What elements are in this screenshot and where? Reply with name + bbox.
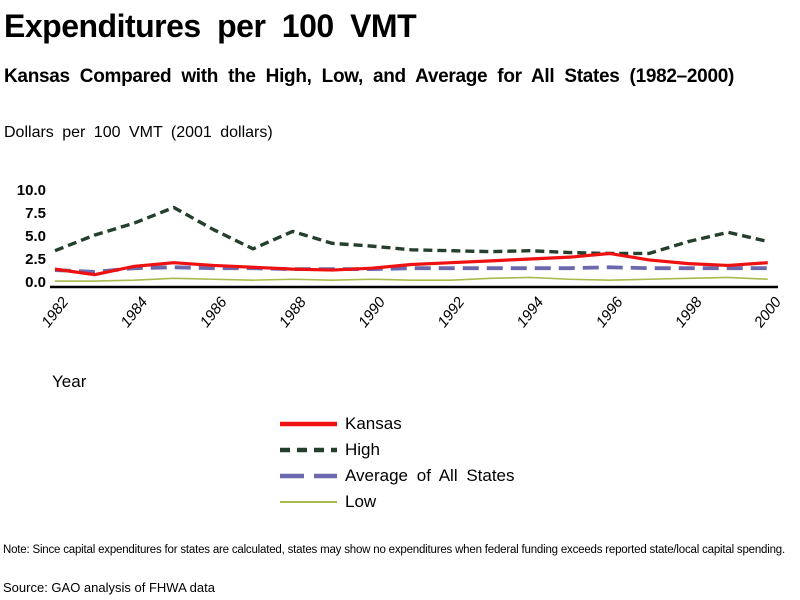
average-line-swatch (280, 473, 337, 479)
legend-item-average: Average of All States (280, 463, 515, 489)
legend-label-high: High (345, 440, 380, 459)
series-line-kansas (54, 251, 768, 277)
chart-title: Expenditures per 100 VMT (4, 8, 417, 44)
x-tick-label: 1994 (513, 294, 547, 331)
series-line-low (55, 276, 768, 282)
x-tick-label: 2000 (750, 293, 785, 331)
x-tick-label: 1986 (197, 293, 231, 330)
line-chart: 0.0 2.5 5.0 7.5 10.0 1982 1984 1986 1988 1990 1992… (17, 182, 786, 332)
y-tick-label: 10.0 (17, 182, 46, 199)
x-tick-label: 1984 (117, 294, 151, 331)
low-line-swatch (280, 501, 337, 503)
series-line-high (54, 205, 769, 256)
source-text: Source: GAO analysis of FHWA data (3, 580, 215, 595)
kansas-line-swatch (280, 421, 337, 427)
legend-label-kansas: Kansas (345, 414, 402, 433)
high-line-swatch (280, 447, 337, 453)
note-text: Note: Since capital expenditures for sta… (3, 544, 785, 556)
x-tick-label: 1998 (672, 293, 706, 330)
legend-item-high: High (280, 437, 515, 463)
y-tick-label: 7.5 (25, 205, 46, 222)
chart-legend: Kansas High Average of All States Low (280, 411, 515, 515)
x-tick-label: 1996 (593, 293, 627, 330)
legend-label-average: Average of All States (345, 466, 515, 485)
y-tick-label: 2.5 (25, 251, 46, 268)
chart-subtitle: Kansas Compared with the High, Low, and … (4, 66, 735, 87)
legend-item-low: Low (280, 489, 515, 515)
series-line-average-of-all-states (54, 265, 768, 274)
x-tick-label: 1990 (355, 293, 389, 330)
x-axis-title: Year (52, 372, 87, 391)
y-tick-label: 0.0 (25, 274, 46, 291)
y-tick-label: 5.0 (25, 228, 46, 245)
legend-label-low: Low (345, 492, 377, 511)
y-axis-title: Dollars per 100 VMT (2001 dollars) (4, 124, 273, 141)
legend-item-kansas: Kansas (280, 411, 515, 437)
x-tick-label: 1988 (276, 293, 310, 330)
x-tick-label: 1982 (38, 293, 72, 330)
x-tick-label: 1992 (434, 293, 468, 330)
